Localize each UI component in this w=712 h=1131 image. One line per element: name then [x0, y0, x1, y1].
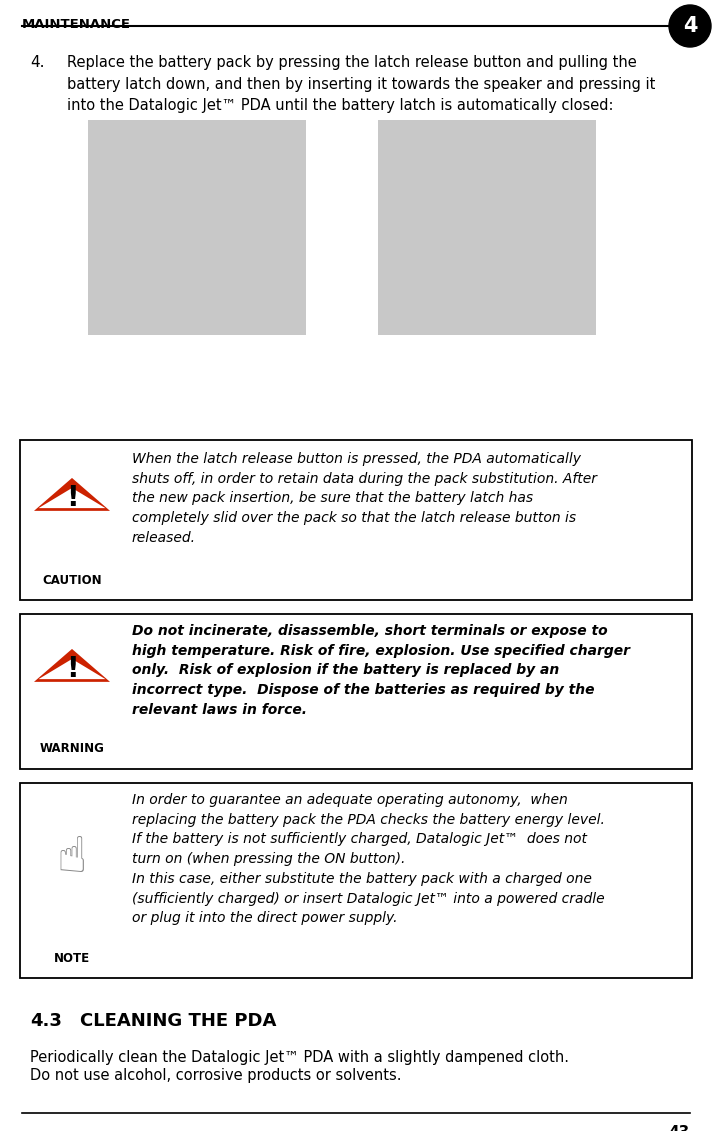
Polygon shape: [38, 659, 105, 679]
Text: Do not incinerate, disassemble, short terminals or expose to
high temperature. R: Do not incinerate, disassemble, short te…: [132, 624, 630, 717]
Polygon shape: [34, 649, 110, 682]
Text: CAUTION: CAUTION: [42, 573, 102, 587]
Text: 43: 43: [669, 1125, 690, 1131]
Bar: [20, 440, 692, 601]
Bar: [20, 614, 692, 769]
Bar: [378, 120, 596, 335]
Polygon shape: [34, 478, 110, 511]
Text: ☝: ☝: [57, 834, 88, 882]
Text: !: !: [66, 655, 78, 683]
Bar: [88, 120, 306, 335]
Text: WARNING: WARNING: [40, 742, 105, 756]
Text: NOTE: NOTE: [54, 951, 90, 965]
Text: Do not use alcohol, corrosive products or solvents.: Do not use alcohol, corrosive products o…: [30, 1068, 402, 1083]
Text: 4.3: 4.3: [30, 1012, 62, 1030]
Text: MAINTENANCE: MAINTENANCE: [22, 18, 131, 31]
Bar: [20, 783, 692, 978]
Text: CLEANING THE PDA: CLEANING THE PDA: [80, 1012, 276, 1030]
Circle shape: [669, 5, 711, 48]
Text: 4: 4: [683, 16, 697, 36]
Text: !: !: [66, 484, 78, 512]
Text: In order to guarantee an adequate operating autonomy,  when
replacing the batter: In order to guarantee an adequate operat…: [132, 793, 605, 925]
Text: When the latch release button is pressed, the PDA automatically
shuts off, in or: When the latch release button is pressed…: [132, 452, 597, 545]
Text: Periodically clean the Datalogic Jet™ PDA with a slightly dampened cloth.: Periodically clean the Datalogic Jet™ PD…: [30, 1050, 569, 1065]
Text: Replace the battery pack by pressing the latch release button and pulling the
ba: Replace the battery pack by pressing the…: [67, 55, 655, 113]
Text: 4.: 4.: [30, 55, 44, 70]
Polygon shape: [38, 487, 105, 508]
